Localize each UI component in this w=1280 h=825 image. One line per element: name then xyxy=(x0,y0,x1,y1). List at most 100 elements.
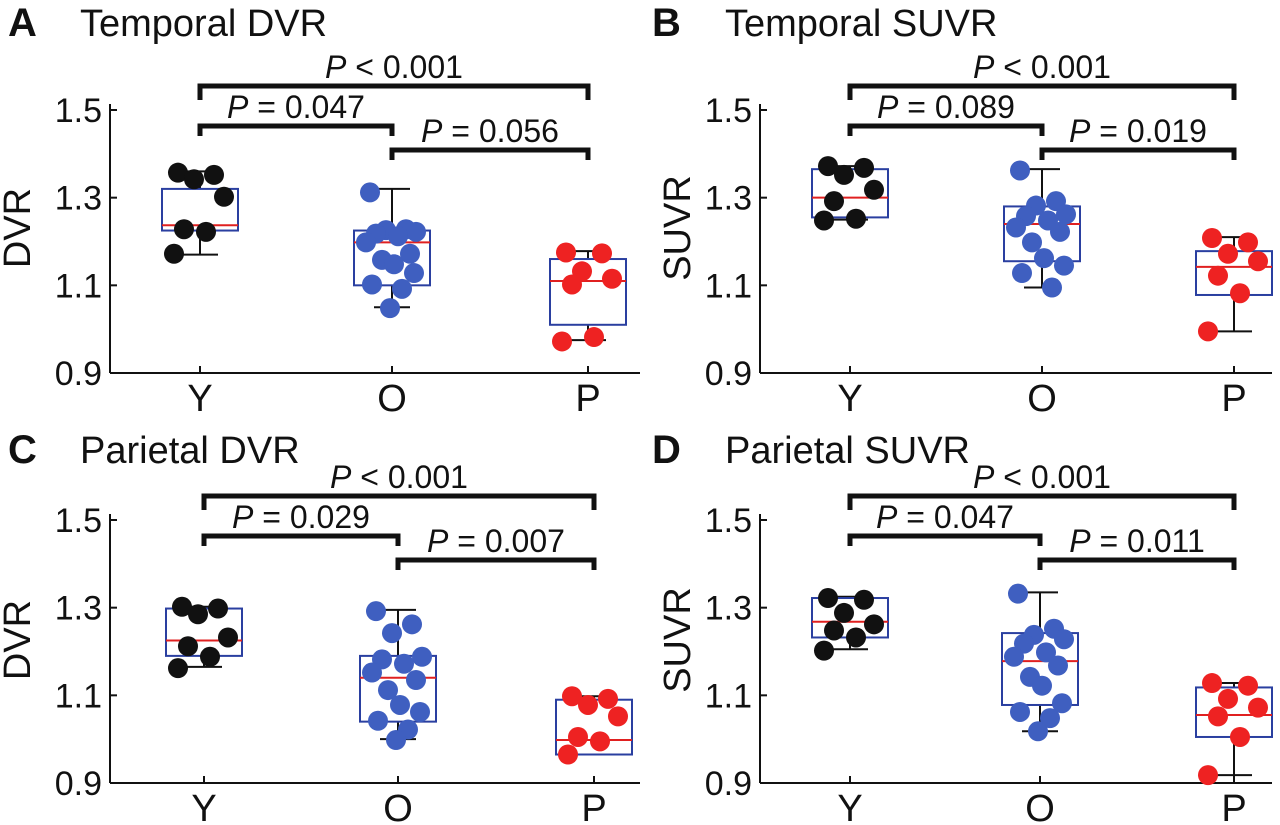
data-point-y xyxy=(200,646,220,667)
significance-bracket: P < 0.001 xyxy=(847,459,1237,510)
data-point-p xyxy=(1202,673,1222,694)
data-point-o xyxy=(1008,583,1028,604)
significance-bracket: P = 0.019 xyxy=(1039,113,1237,160)
p-value-label: P < 0.001 xyxy=(973,49,1111,85)
x-tick-label: Y xyxy=(187,378,212,420)
data-point-o xyxy=(1010,701,1030,722)
data-point-o xyxy=(1040,708,1060,729)
panel-title: Temporal SUVR xyxy=(725,3,997,45)
data-point-o xyxy=(1048,655,1068,676)
x-tick-label: Y xyxy=(837,788,862,825)
p-value-label: P < 0.001 xyxy=(973,459,1111,495)
x-tick-label: O xyxy=(1027,378,1057,420)
data-point-o xyxy=(406,669,426,690)
data-point-p xyxy=(562,274,582,295)
bracket-line xyxy=(197,83,591,100)
data-point-p xyxy=(584,327,604,348)
panel-title: Parietal SUVR xyxy=(725,430,970,472)
data-point-o xyxy=(1042,277,1062,298)
y-tick-label: 0.9 xyxy=(55,355,102,393)
y-tick-label: 1.3 xyxy=(705,180,752,218)
significance-bracket: P = 0.056 xyxy=(389,113,591,160)
data-point-p xyxy=(578,694,598,715)
p-value-label: P = 0.029 xyxy=(232,499,370,535)
data-point-p xyxy=(1238,232,1258,253)
bracket-line xyxy=(847,123,1045,136)
data-point-y xyxy=(214,186,234,207)
significance-bracket: P = 0.047 xyxy=(847,499,1043,546)
p-value-label: P = 0.056 xyxy=(421,113,559,149)
data-point-o xyxy=(400,243,420,264)
data-point-o xyxy=(356,232,376,253)
p-value-label: P = 0.011 xyxy=(1069,523,1205,559)
data-point-o xyxy=(1004,646,1024,667)
data-point-o xyxy=(1050,221,1070,242)
significance-bracket: P = 0.007 xyxy=(395,523,597,570)
data-point-p xyxy=(1208,706,1228,727)
data-point-o xyxy=(1056,204,1076,225)
p-value-label: P = 0.089 xyxy=(877,89,1015,125)
x-tick-label: O xyxy=(1025,788,1055,825)
bracket-line xyxy=(1037,557,1237,570)
x-tick-label: P xyxy=(575,378,600,420)
data-point-o xyxy=(402,614,422,635)
y-tick-label: 0.9 xyxy=(705,355,752,393)
p-value-label: P < 0.001 xyxy=(330,459,468,495)
data-point-p xyxy=(1208,265,1228,286)
p-value-label: P = 0.047 xyxy=(876,499,1014,535)
data-point-y xyxy=(168,162,188,183)
data-point-y xyxy=(814,640,834,661)
bracket-line xyxy=(389,147,591,160)
y-tick-label: 1.5 xyxy=(55,502,102,540)
y-tick-label: 1.1 xyxy=(55,677,102,715)
x-tick-label: P xyxy=(1221,788,1246,825)
data-point-p xyxy=(592,243,612,264)
significance-bracket: P = 0.089 xyxy=(847,89,1045,136)
data-point-o xyxy=(386,730,406,751)
data-point-p xyxy=(1238,675,1258,696)
y-tick-label: 0.9 xyxy=(55,765,102,803)
significance-bracket: P < 0.001 xyxy=(201,459,597,510)
data-point-o xyxy=(1010,160,1030,181)
p-value-label: P = 0.047 xyxy=(227,89,365,125)
panel-letter: A xyxy=(8,1,37,45)
y-tick-label: 1.5 xyxy=(705,92,752,130)
data-point-o xyxy=(360,182,380,203)
data-point-o xyxy=(384,254,404,275)
data-point-o xyxy=(1006,217,1026,238)
y-axis-label: SUVR xyxy=(657,587,699,693)
bracket-line xyxy=(847,83,1237,100)
y-tick-label: 1.1 xyxy=(705,267,752,305)
data-point-y xyxy=(204,164,224,185)
data-point-p xyxy=(556,242,576,263)
x-tick-label: Y xyxy=(837,378,862,420)
data-point-p xyxy=(590,731,610,752)
panel-letter: D xyxy=(652,428,681,472)
y-tick-label: 1.5 xyxy=(705,502,752,540)
y-tick-label: 1.3 xyxy=(705,590,752,628)
data-point-o xyxy=(1054,255,1074,276)
data-point-o xyxy=(378,680,398,701)
data-point-y xyxy=(846,208,866,229)
significance-bracket: P = 0.047 xyxy=(197,89,395,136)
data-point-o xyxy=(366,601,386,622)
data-point-o xyxy=(1022,232,1042,253)
bracket-line xyxy=(197,123,395,136)
significance-bracket: P = 0.029 xyxy=(201,499,401,546)
data-point-p xyxy=(598,688,618,709)
data-point-o xyxy=(1054,629,1074,650)
p-value-label: P = 0.007 xyxy=(427,523,565,559)
data-point-o xyxy=(388,226,408,247)
data-point-y xyxy=(864,179,884,200)
bracket-line xyxy=(847,533,1043,546)
data-point-p xyxy=(1248,251,1268,272)
x-tick-label: O xyxy=(377,378,407,420)
data-point-p xyxy=(558,744,578,765)
data-point-o xyxy=(362,662,382,683)
data-point-y xyxy=(208,598,228,619)
y-tick-label: 0.9 xyxy=(705,765,752,803)
data-point-p xyxy=(552,331,572,352)
data-point-p xyxy=(1230,283,1250,304)
data-point-y xyxy=(184,169,204,190)
